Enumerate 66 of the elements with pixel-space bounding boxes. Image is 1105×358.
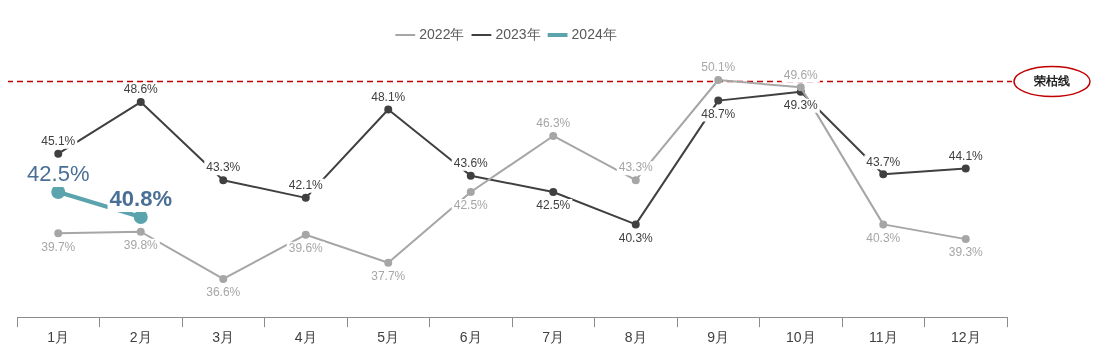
point <box>961 235 970 244</box>
point <box>54 229 63 238</box>
point <box>466 171 475 180</box>
x-tick-label: 2月 <box>129 329 152 346</box>
legend-label: 2023年 <box>495 25 541 42</box>
point <box>714 96 723 105</box>
data-label: 42.1% <box>288 178 324 193</box>
data-label: 49.6% <box>783 67 819 82</box>
point <box>549 187 558 196</box>
data-label: 40.3% <box>618 230 654 245</box>
x-tick-label: 10月 <box>785 329 816 346</box>
data-label: 42.5% <box>453 198 489 213</box>
point <box>466 187 475 196</box>
x-tick-label: 7月 <box>542 329 565 346</box>
data-label: 40.8% <box>109 186 172 212</box>
data-label: 45.1% <box>41 133 76 148</box>
point <box>133 210 148 225</box>
x-tick-label: 1月 <box>47 329 70 346</box>
data-label: 39.7% <box>41 239 76 254</box>
data-label: 39.8% <box>123 238 159 253</box>
data-label: 48.6% <box>123 82 159 97</box>
point <box>631 176 640 185</box>
x-tick-label: 6月 <box>459 329 482 346</box>
point <box>136 98 145 107</box>
point <box>631 220 640 229</box>
data-label: 40.3% <box>866 230 901 245</box>
point <box>219 274 228 283</box>
data-label: 46.3% <box>536 116 571 131</box>
data-label: 48.1% <box>371 89 406 104</box>
x-tick-label: 11月 <box>868 329 898 346</box>
point <box>384 258 393 267</box>
point <box>714 75 723 84</box>
data-label: 48.7% <box>701 106 736 121</box>
x-tick-label: 12月 <box>950 329 981 346</box>
x-tick-label: 9月 <box>707 329 730 346</box>
data-label: 36.6% <box>206 285 241 300</box>
data-label: 39.6% <box>288 241 324 256</box>
point <box>301 193 310 202</box>
x-tick-label: 3月 <box>212 329 235 346</box>
point <box>879 220 888 229</box>
x-tick-label: 8月 <box>624 329 647 346</box>
point <box>796 83 805 92</box>
data-label: 50.1% <box>701 60 736 75</box>
data-label: 49.3% <box>783 98 819 113</box>
data-label: 37.7% <box>371 269 406 283</box>
point <box>879 170 888 179</box>
x-tick-label: 4月 <box>294 329 317 346</box>
point <box>301 230 310 239</box>
legend-label: 2022年 <box>419 25 465 42</box>
x-tick-label: 5月 <box>377 329 400 346</box>
data-label: 44.1% <box>948 148 984 163</box>
ref-line-label: 荣枯线 <box>1033 73 1070 88</box>
data-label: 43.7% <box>866 154 901 169</box>
data-label: 43.6% <box>453 156 489 171</box>
data-label: 43.3% <box>206 160 241 175</box>
point <box>549 131 558 140</box>
legend-label: 2024年 <box>571 25 617 42</box>
point <box>384 105 393 114</box>
data-label: 42.5% <box>27 161 90 187</box>
point <box>136 227 145 236</box>
data-label: 43.3% <box>618 160 654 175</box>
point <box>54 149 63 158</box>
point <box>219 176 228 185</box>
data-label: 39.3% <box>948 245 984 260</box>
data-label: 42.5% <box>536 198 571 213</box>
point <box>961 164 970 173</box>
